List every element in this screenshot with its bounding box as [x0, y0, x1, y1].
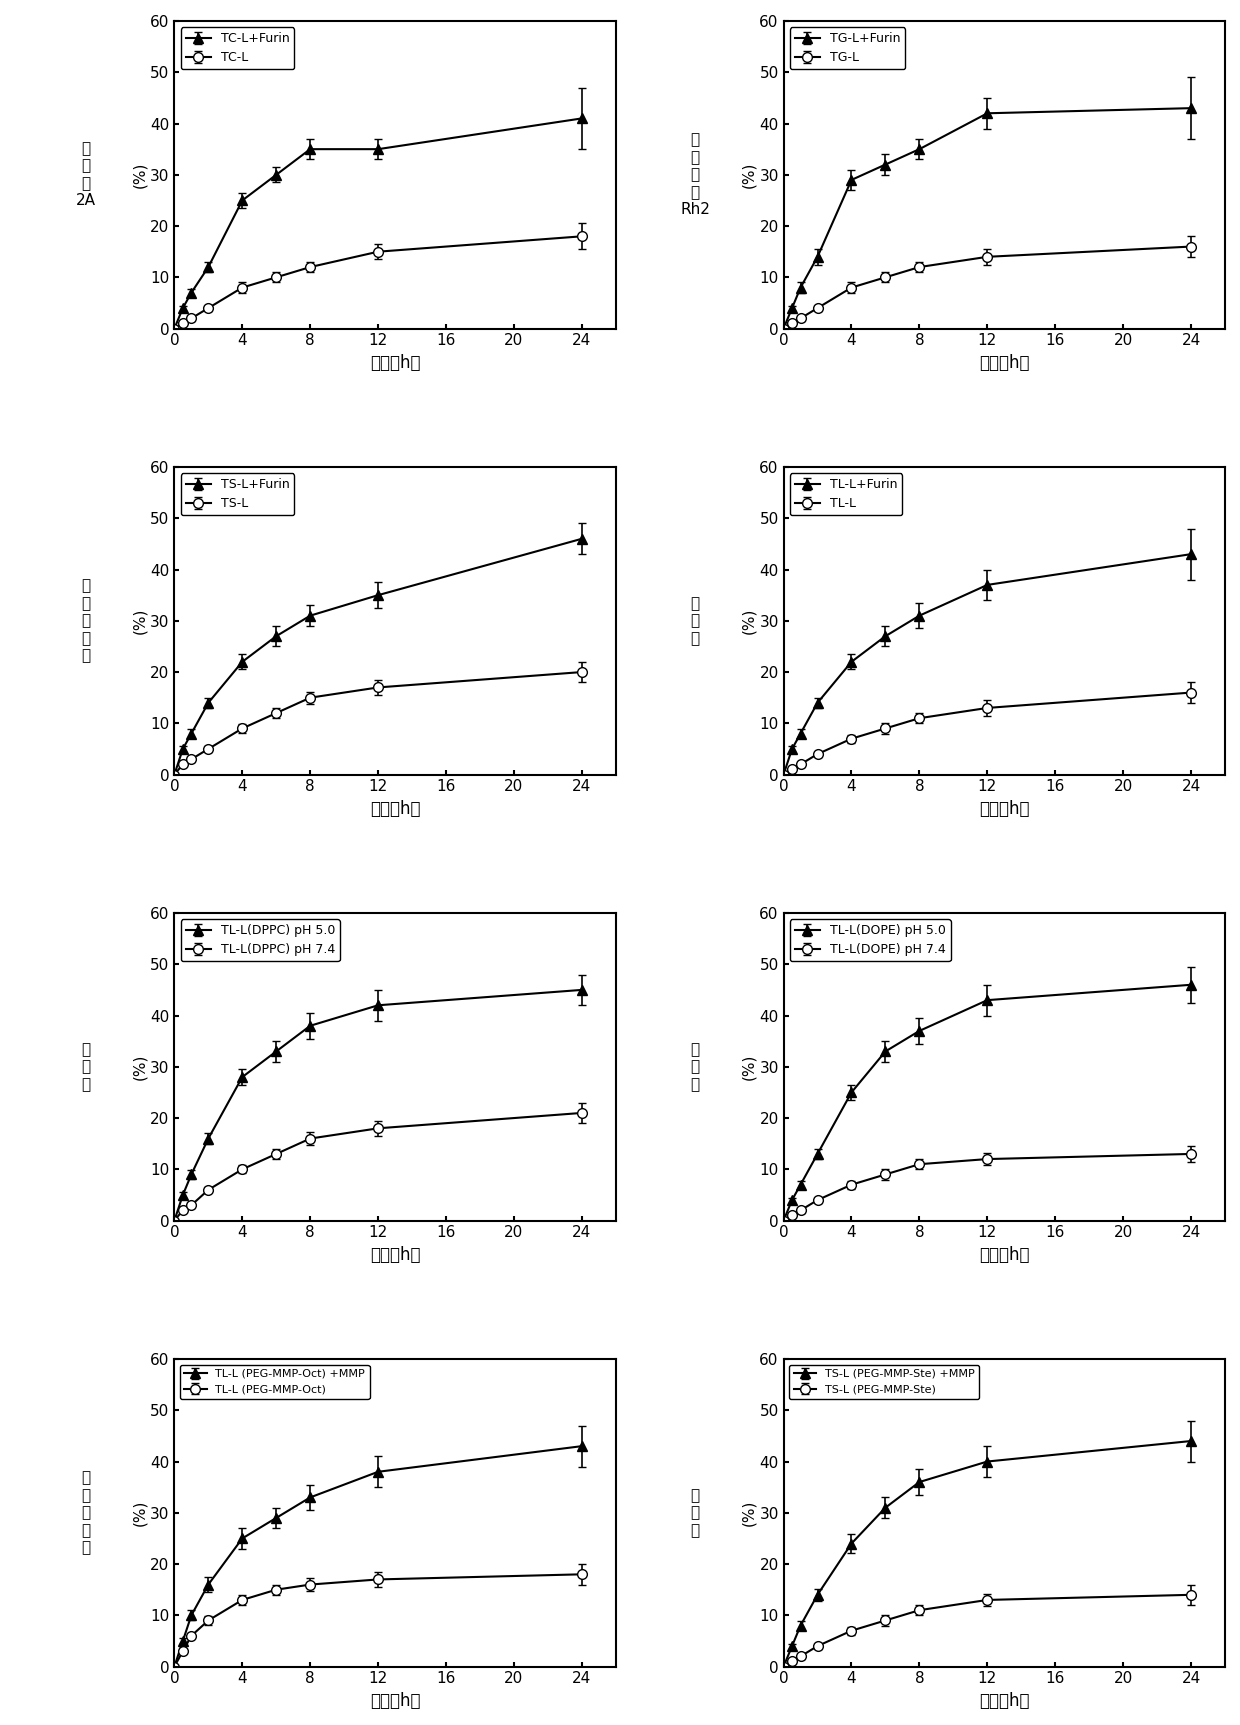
- Text: 川
芎
嗪: 川 芎 嗪: [691, 1489, 699, 1537]
- Y-axis label: (%): (%): [742, 607, 756, 635]
- Y-axis label: (%): (%): [742, 1054, 756, 1080]
- Text: 川
芎
嗪: 川 芎 嗪: [691, 595, 699, 645]
- X-axis label: 时间（h）: 时间（h）: [370, 800, 420, 818]
- Y-axis label: (%): (%): [742, 162, 756, 188]
- X-axis label: 时间（h）: 时间（h）: [370, 354, 420, 373]
- Legend: TL-L (PEG-MMP-Oct) +MMP, TL-L (PEG-MMP-Oct): TL-L (PEG-MMP-Oct) +MMP, TL-L (PEG-MMP-O…: [180, 1364, 370, 1399]
- Legend: TL-L(DOPE) pH 5.0, TL-L(DOPE) pH 7.4: TL-L(DOPE) pH 5.0, TL-L(DOPE) pH 7.4: [790, 919, 951, 961]
- Text: 川
芎
嗪: 川 芎 嗪: [691, 1042, 699, 1092]
- Y-axis label: (%): (%): [742, 1499, 756, 1527]
- X-axis label: 时间（h）: 时间（h）: [980, 354, 1029, 373]
- Text: 川
芎
嗪: 川 芎 嗪: [82, 1042, 91, 1092]
- Text: 丹
参
酮
2A: 丹 参 酮 2A: [76, 141, 95, 209]
- Legend: TS-L (PEG-MMP-Ste) +MMP, TS-L (PEG-MMP-Ste): TS-L (PEG-MMP-Ste) +MMP, TS-L (PEG-MMP-S…: [789, 1364, 978, 1399]
- X-axis label: 时间（h）: 时间（h）: [370, 1245, 420, 1264]
- Y-axis label: (%): (%): [133, 607, 148, 635]
- Legend: TG-L+Furin, TG-L: TG-L+Furin, TG-L: [790, 28, 905, 69]
- X-axis label: 时间（h）: 时间（h）: [980, 1692, 1029, 1709]
- X-axis label: 时间（h）: 时间（h）: [370, 1692, 420, 1709]
- Y-axis label: (%): (%): [133, 162, 148, 188]
- Legend: TL-L(DPPC) pH 5.0, TL-L(DPPC) pH 7.4: TL-L(DPPC) pH 5.0, TL-L(DPPC) pH 7.4: [181, 919, 340, 961]
- Text: 人
参
皂
苷
Rh2: 人 参 皂 苷 Rh2: [681, 133, 711, 217]
- Legend: TS-L+Furin, TS-L: TS-L+Furin, TS-L: [181, 473, 294, 516]
- X-axis label: 时间（h）: 时间（h）: [980, 800, 1029, 818]
- Text: 五
味
子
甲
素: 五 味 子 甲 素: [82, 578, 91, 662]
- Text: 五
味
子
甲
素: 五 味 子 甲 素: [82, 1470, 91, 1556]
- Legend: TL-L+Furin, TL-L: TL-L+Furin, TL-L: [790, 473, 903, 516]
- X-axis label: 时间（h）: 时间（h）: [980, 1245, 1029, 1264]
- Y-axis label: (%): (%): [133, 1054, 148, 1080]
- Y-axis label: (%): (%): [133, 1499, 148, 1527]
- Legend: TC-L+Furin, TC-L: TC-L+Furin, TC-L: [181, 28, 294, 69]
